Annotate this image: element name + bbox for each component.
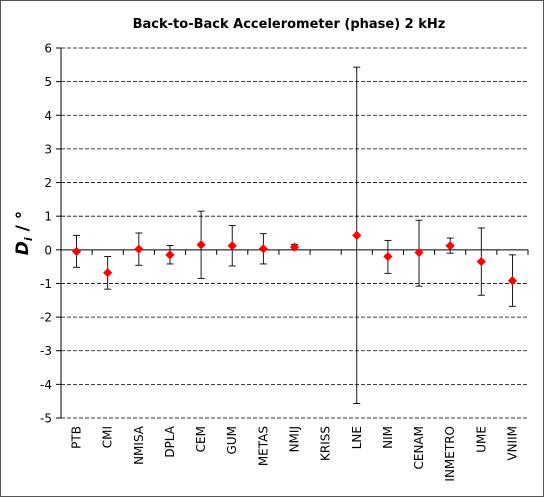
x-tick-labels: PTB CMI NMISA DPLA CEM GUM METAS NMIJ KRISS LNE NI… [70, 425, 520, 481]
y-axis-label-rest: / ° [13, 211, 33, 238]
error-bars [73, 66, 516, 404]
x-tick-label: NMIJ [288, 426, 302, 452]
x-tick-label: VNIIM [505, 426, 519, 461]
axes [56, 47, 529, 419]
y-axis-label-main: D [13, 241, 33, 255]
x-tick-label: LNE [350, 426, 364, 449]
y-tick-labels: -5 -4 -3 -2 -1 0 1 2 3 4 5 6 [40, 42, 52, 426]
y-tick-label: 5 [44, 75, 52, 89]
x-tick-label: UME [474, 426, 488, 453]
data-point [445, 241, 455, 251]
chart-title: Back-to-Back Accelerometer (phase) 2 kHz [133, 17, 446, 32]
data-point [134, 244, 144, 254]
data-point [103, 268, 113, 278]
x-tick-label: PTB [70, 426, 84, 449]
y-tick-label: -2 [40, 311, 52, 325]
data-point [414, 247, 424, 258]
data-point [165, 250, 175, 260]
x-tick-label: KRISS [319, 426, 333, 461]
x-tick-label: INMETRO [443, 426, 457, 482]
x-tick-label: NMISA [132, 425, 146, 465]
data-point [258, 244, 268, 254]
y-axis-label: Di / ° [13, 211, 35, 255]
y-tick-label: -5 [40, 412, 52, 426]
y-axis-label-sub: i [22, 237, 35, 241]
y-tick-label: 1 [44, 210, 52, 224]
y-tick-label: -1 [40, 277, 52, 291]
y-tick-label: -4 [40, 378, 52, 392]
x-tick-label: CENAM [412, 426, 426, 470]
data-point [227, 241, 237, 251]
data-point [71, 246, 82, 257]
y-tick-label: 0 [44, 243, 52, 257]
x-tick-label: DPLA [163, 425, 177, 457]
grid-lines [61, 47, 528, 419]
data-point [289, 242, 300, 252]
data-point [507, 276, 518, 286]
y-tick-label: -3 [40, 344, 52, 358]
x-tick-label: METAS [256, 426, 270, 466]
x-tick-label: NIM [381, 426, 395, 449]
data-point [352, 230, 362, 240]
data-point [476, 256, 486, 267]
y-tick-label: 2 [44, 176, 52, 190]
data-point [383, 251, 393, 262]
y-tick-label: 4 [44, 109, 52, 123]
data-points [71, 230, 518, 286]
y-tick-label: 6 [44, 42, 52, 56]
data-point [196, 240, 206, 250]
x-tick-label: GUM [225, 426, 239, 454]
y-tick-label: 3 [44, 142, 52, 156]
x-tick-label: CEM [194, 426, 208, 452]
x-tick-label: CMI [101, 426, 115, 448]
